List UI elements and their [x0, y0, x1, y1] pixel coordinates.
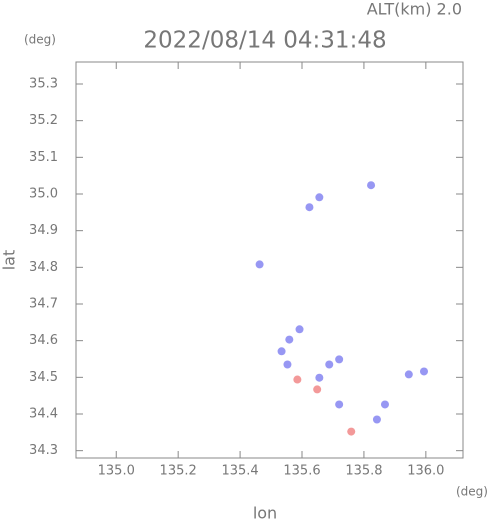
- echo-point: [325, 360, 334, 369]
- y-tick-label: 34.6: [29, 333, 58, 348]
- echo-point: [380, 400, 389, 409]
- x-tick-label: 135.6: [283, 464, 320, 479]
- y-tick-label: 34.7: [29, 297, 58, 312]
- echo-point: [367, 181, 376, 190]
- y-unit: (deg): [24, 33, 56, 47]
- echo-point: [283, 360, 292, 369]
- y-tick-label: 34.8: [29, 260, 58, 275]
- x-unit: (deg): [456, 485, 488, 499]
- echo-point: [295, 325, 304, 334]
- x-tick-label: 136.0: [407, 464, 444, 479]
- y-tick-label: 34.5: [29, 370, 58, 385]
- echo-point: [305, 203, 314, 212]
- y-tick-label: 34.3: [29, 443, 58, 458]
- chart-title: 2022/08/14 04:31:48: [143, 28, 386, 54]
- x-axis-label: lon: [253, 504, 277, 521]
- y-tick-label: 34.4: [29, 407, 58, 422]
- y-tick-label: 35.0: [29, 187, 58, 202]
- x-tick-label: 135.8: [345, 464, 382, 479]
- echo-point: [347, 427, 356, 436]
- echo-point: [315, 373, 324, 382]
- plot-frame: [75, 61, 464, 459]
- echo-point: [255, 260, 264, 269]
- y-tick-label: 35.3: [29, 77, 58, 92]
- x-tick-label: 135.0: [98, 464, 135, 479]
- echo-point: [277, 347, 286, 356]
- echo-point: [404, 370, 413, 379]
- echo-point: [335, 355, 344, 364]
- x-tick-label: 135.2: [160, 464, 197, 479]
- y-tick-label: 35.1: [29, 150, 58, 165]
- subtitle: ALT(km) 2.0: [367, 0, 462, 19]
- x-tick-label: 135.4: [221, 464, 258, 479]
- y-tick-label: 35.2: [29, 113, 58, 128]
- echo-point: [419, 367, 428, 376]
- echo-point: [315, 193, 324, 202]
- echo-point: [372, 415, 381, 424]
- y-tick-label: 34.9: [29, 223, 58, 238]
- echo-point: [335, 400, 344, 409]
- echo-point: [313, 385, 322, 394]
- y-axis-label: lat: [0, 250, 19, 271]
- echo-point: [293, 375, 302, 384]
- echo-point: [285, 335, 294, 344]
